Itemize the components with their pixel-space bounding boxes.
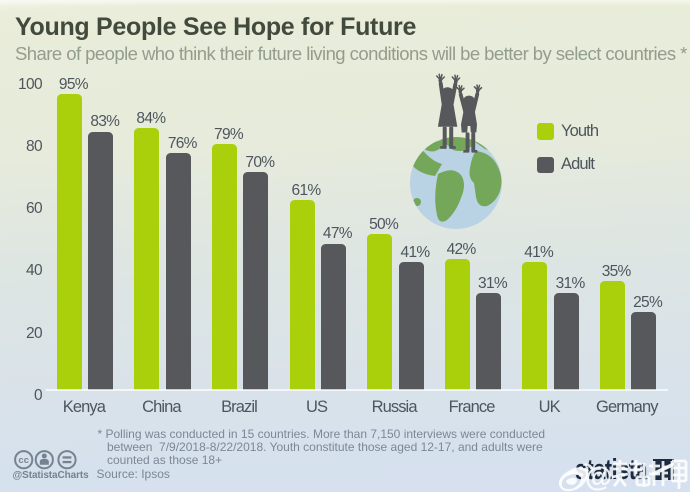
svg-text:@: @ (585, 461, 612, 492)
svg-text:cc: cc (19, 455, 30, 466)
